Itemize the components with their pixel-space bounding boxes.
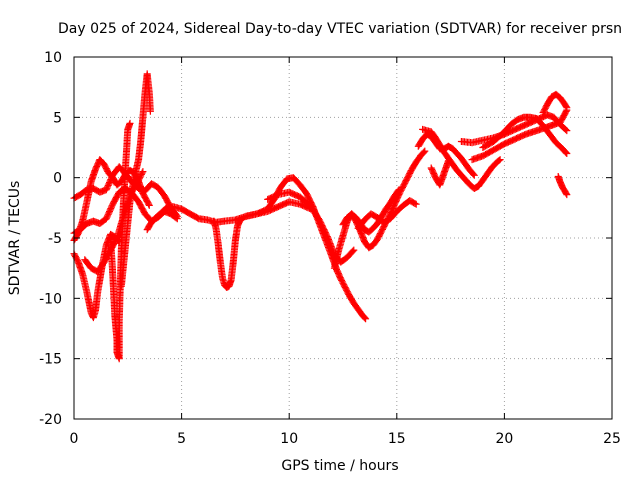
data-point [470, 171, 478, 179]
series-s21 [539, 90, 571, 116]
chart-title: Day 025 of 2024, Sidereal Day-to-day VTE… [58, 21, 622, 37]
data-point [238, 215, 246, 223]
data-point [139, 168, 147, 176]
series-s14 [354, 197, 420, 232]
data-point [145, 200, 153, 208]
data-point [237, 216, 245, 223]
x-tick-label: 20 [495, 431, 513, 447]
data-point [349, 247, 357, 255]
y-tick-label: 10 [44, 50, 62, 66]
data-point [495, 157, 503, 164]
x-tick-label: 25 [603, 431, 621, 447]
x-tick-label: 15 [388, 431, 406, 447]
data-point [138, 169, 146, 177]
series-s6 [107, 119, 134, 363]
y-tick-label: 5 [53, 110, 62, 126]
series-s22 [554, 173, 571, 199]
data-point [562, 103, 570, 110]
y-tick-label: -10 [39, 291, 62, 307]
series-s17 [427, 157, 452, 189]
data-point [562, 189, 570, 197]
y-axis-label: SDTVAR / TECUs [7, 181, 23, 296]
data-point [563, 127, 571, 135]
series-s10 [242, 174, 370, 323]
data-point [361, 314, 369, 322]
data-point [362, 315, 370, 323]
x-axis-label: GPS time / hours [281, 458, 398, 474]
axes: 0 5 10 15 20 25 -20 -15 -10 -5 0 5 10 [39, 50, 621, 447]
data-points [70, 70, 571, 363]
data-point [236, 216, 244, 224]
data-point [173, 215, 181, 223]
data-point [469, 170, 477, 178]
data-point [563, 104, 571, 112]
data-point [444, 157, 452, 165]
data-point [126, 119, 134, 127]
data-point [563, 150, 571, 157]
x-tick-label: 10 [280, 431, 298, 447]
series-s16 [414, 130, 478, 179]
series-s9 [210, 215, 246, 291]
y-tick-label: 0 [53, 171, 62, 187]
x-tick-label: 5 [177, 431, 186, 447]
y-tick-label: -5 [48, 231, 62, 247]
data-point [562, 126, 570, 134]
data-point [411, 200, 419, 207]
data-point [172, 214, 180, 222]
y-tick-label: -15 [39, 352, 62, 368]
series-s19 [468, 106, 571, 164]
data-point [145, 201, 153, 209]
data-point [421, 147, 429, 155]
data-point [412, 200, 420, 208]
data-point [496, 156, 504, 164]
series-s7 [117, 70, 154, 290]
x-tick-label: 0 [70, 431, 79, 447]
series-s11 [264, 188, 358, 266]
data-point [350, 246, 358, 254]
series-s13 [339, 147, 429, 252]
data-point [420, 148, 428, 156]
data-point [563, 191, 571, 199]
y-tick-label: -20 [39, 412, 62, 428]
series-s20 [479, 113, 571, 157]
data-point [562, 149, 570, 157]
data-point [146, 107, 154, 115]
